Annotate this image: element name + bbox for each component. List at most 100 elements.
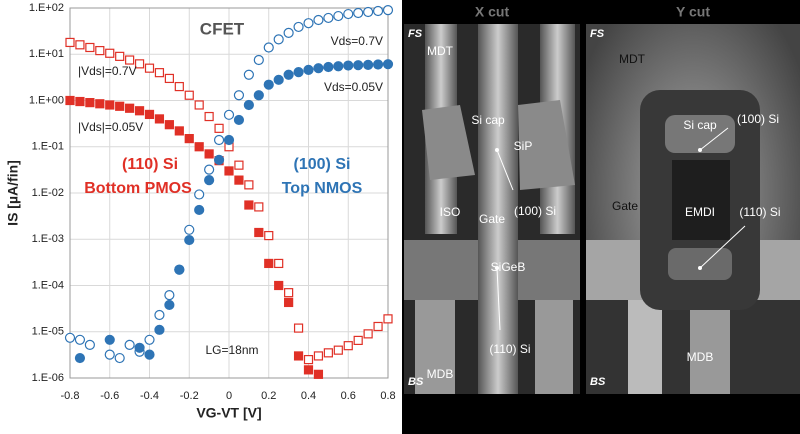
marker (174, 264, 185, 275)
marker (164, 73, 174, 84)
image-label: MDT (427, 44, 454, 58)
marker (263, 79, 274, 90)
chart-bg (0, 0, 402, 434)
marker (174, 81, 184, 92)
marker (273, 74, 284, 85)
marker (194, 100, 204, 110)
marker (84, 339, 95, 350)
marker (303, 18, 314, 29)
marker (85, 98, 95, 108)
marker (234, 175, 244, 185)
marker (184, 234, 195, 246)
marker (372, 5, 384, 17)
marker (313, 351, 324, 361)
marker (373, 321, 383, 332)
marker (244, 200, 254, 210)
marker (115, 101, 125, 111)
image-label: MDT (619, 52, 646, 66)
marker (154, 309, 165, 321)
marker (363, 329, 373, 339)
marker (75, 40, 85, 50)
marker (154, 68, 165, 78)
marker (382, 59, 394, 70)
y-tick-label: 1.E+01 (29, 48, 64, 60)
image-label: Gate (612, 199, 638, 213)
marker (124, 339, 135, 350)
marker (184, 224, 195, 235)
y-cut-image (586, 24, 800, 394)
x-tick-label: 0.6 (341, 390, 356, 402)
marker (323, 61, 334, 73)
image-label: BS (408, 376, 424, 388)
marker (95, 45, 105, 56)
marker (194, 142, 204, 152)
marker (85, 42, 95, 53)
marker (104, 334, 115, 345)
marker (154, 114, 165, 124)
image-label: FS (408, 28, 423, 40)
marker (363, 59, 374, 70)
image-label: Gate (479, 212, 505, 226)
marker (74, 352, 86, 364)
marker (144, 63, 155, 73)
marker (144, 349, 155, 360)
marker (115, 51, 125, 61)
x-tick-label: -0.8 (61, 390, 80, 402)
marker (114, 352, 125, 364)
annotation: (100) Si (294, 156, 351, 173)
marker (253, 90, 264, 101)
marker (134, 342, 145, 353)
marker (75, 96, 85, 107)
marker (194, 204, 205, 216)
marker (125, 55, 135, 65)
marker (274, 280, 284, 291)
marker (204, 175, 215, 186)
marker (144, 334, 155, 345)
annotation: Top NMOS (282, 180, 363, 197)
x-tick-label: 0 (226, 390, 232, 402)
marker (224, 166, 234, 176)
series-label: Vds=0.7V (331, 34, 383, 48)
annotation: (110) Si (122, 156, 178, 173)
y-tick-label: 1.E+00 (29, 94, 64, 106)
marker (273, 34, 284, 45)
marker (204, 111, 214, 122)
marker (293, 351, 304, 361)
image-label: (100) Si (737, 112, 779, 126)
x-tick-label: 0.4 (301, 390, 316, 402)
marker (283, 27, 294, 38)
y-tick-label: 1.E+02 (29, 2, 64, 14)
x-axis-label: VG-VT [V] (196, 405, 261, 421)
marker (214, 123, 224, 133)
marker (233, 114, 245, 126)
marker (323, 348, 333, 358)
marker (303, 354, 314, 365)
marker (64, 332, 76, 343)
marker (174, 126, 184, 136)
y-tick-label: 1.E-01 (32, 141, 64, 153)
x-tick-label: -0.4 (140, 390, 159, 402)
image-label: MDB (427, 367, 454, 381)
marker (223, 109, 235, 120)
marker (164, 299, 175, 311)
marker (194, 189, 205, 200)
marker (125, 103, 135, 113)
marker (204, 164, 215, 175)
marker (372, 59, 384, 70)
marker (254, 227, 264, 238)
plot-frame (69, 7, 389, 379)
marker (105, 100, 115, 110)
marker (134, 59, 145, 69)
marker (254, 202, 264, 212)
marker (283, 69, 294, 80)
marker (184, 134, 194, 144)
marker (353, 7, 364, 19)
y-tick-label: 1.E-04 (32, 279, 64, 291)
image-label: (110) Si (739, 205, 780, 219)
image-label: BS (590, 376, 606, 388)
marker (164, 290, 175, 301)
marker (65, 37, 75, 48)
marker (333, 345, 343, 355)
marker (303, 365, 314, 375)
marker (65, 95, 75, 106)
